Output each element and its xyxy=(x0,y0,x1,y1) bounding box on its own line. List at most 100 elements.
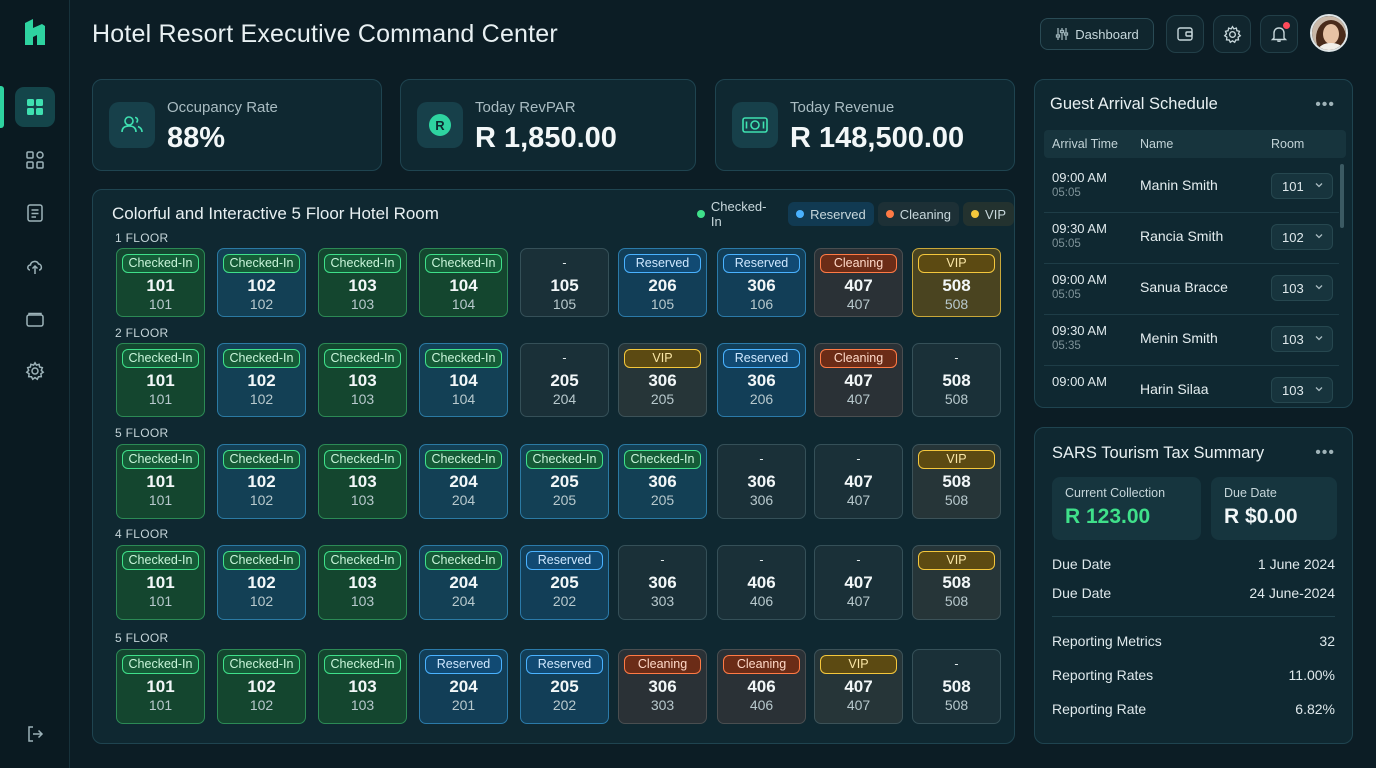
more-options-button[interactable]: ••• xyxy=(1315,444,1335,461)
room-card[interactable]: - 306 303 xyxy=(618,545,707,620)
room-card[interactable]: - 306 306 xyxy=(717,444,806,519)
room-card[interactable]: Cleaning 407 407 xyxy=(814,343,903,417)
room-status-badge: Checked-In xyxy=(425,349,502,368)
cloud-upload-icon xyxy=(27,260,43,274)
arrival-time: 09:30 AM xyxy=(1052,323,1107,338)
room-card[interactable]: VIP 306 205 xyxy=(618,343,707,417)
notification-badge xyxy=(1283,22,1290,29)
room-card[interactable]: Checked-In 101 101 xyxy=(116,343,205,417)
room-card[interactable]: - 508 508 xyxy=(912,649,1001,724)
room-card[interactable]: Checked-In 102 102 xyxy=(217,545,306,620)
room-card[interactable]: VIP 508 508 xyxy=(912,545,1001,620)
room-number: 104 xyxy=(449,276,478,295)
room-select[interactable]: 103 xyxy=(1271,377,1333,403)
sidebar-item-settings[interactable] xyxy=(15,351,55,391)
room-card[interactable]: Reserved 204 201 xyxy=(419,649,508,724)
room-card[interactable]: Reserved 306 206 xyxy=(717,343,806,417)
room-card[interactable]: Checked-In 104 104 xyxy=(419,343,508,417)
room-sub-number: 101 xyxy=(148,697,173,713)
legend-vip[interactable]: VIP xyxy=(963,202,1014,226)
sidebar-item-files[interactable] xyxy=(15,299,55,339)
room-sub-number: 102 xyxy=(249,296,274,312)
room-status-badge: - xyxy=(954,657,959,671)
room-sub-number: 102 xyxy=(249,593,274,609)
room-status-badge: - xyxy=(856,452,861,466)
room-sub-number: 407 xyxy=(846,492,871,508)
folder-icon xyxy=(26,312,44,327)
sidebar-item-reports[interactable] xyxy=(15,193,55,233)
arrival-row: 09:00 AM 05:05 Sanua Bracce 103 xyxy=(1044,264,1339,315)
wallet-button[interactable] xyxy=(1166,15,1204,53)
guest-arrival-title: Guest Arrival Schedule xyxy=(1050,95,1218,113)
room-status-badge: VIP xyxy=(918,551,995,570)
room-card[interactable]: Checked-In 103 103 xyxy=(318,545,407,620)
room-number: 508 xyxy=(942,573,971,592)
avatar[interactable] xyxy=(1310,14,1348,52)
sidebar-item-modules[interactable] xyxy=(15,140,55,180)
room-card[interactable]: Checked-In 103 103 xyxy=(318,248,407,317)
room-card[interactable]: Reserved 205 202 xyxy=(520,545,609,620)
room-card[interactable]: VIP 407 407 xyxy=(814,649,903,724)
room-number: 102 xyxy=(247,371,276,390)
room-card[interactable]: Reserved 306 106 xyxy=(717,248,806,317)
room-card[interactable]: VIP 508 508 xyxy=(912,444,1001,519)
room-card[interactable]: Cleaning 406 406 xyxy=(717,649,806,724)
room-select[interactable]: 103 xyxy=(1271,326,1333,352)
room-status-badge: Cleaning xyxy=(820,254,897,273)
room-card[interactable]: VIP 508 508 xyxy=(912,248,1001,317)
room-card[interactable]: Checked-In 102 102 xyxy=(217,444,306,519)
room-card[interactable]: Checked-In 104 104 xyxy=(419,248,508,317)
room-sub-number: 103 xyxy=(350,593,375,609)
sidebar-item-cloud[interactable] xyxy=(15,246,55,286)
room-number: 407 xyxy=(844,472,873,491)
room-card[interactable]: Cleaning 306 303 xyxy=(618,649,707,724)
room-card[interactable]: - 508 508 xyxy=(912,343,1001,417)
gear-icon xyxy=(25,361,45,381)
room-number: 306 xyxy=(648,371,677,390)
room-card[interactable]: Checked-In 204 204 xyxy=(419,444,508,519)
room-card[interactable]: Checked-In 103 103 xyxy=(318,343,407,417)
arrival-row: 09:00 AM 05:05 Manin Smith 101 xyxy=(1044,162,1339,213)
room-status-badge: Checked-In xyxy=(425,551,502,570)
room-card[interactable]: - 205 204 xyxy=(520,343,609,417)
room-card[interactable]: Checked-In 101 101 xyxy=(116,545,205,620)
room-card[interactable]: Checked-In 101 101 xyxy=(116,649,205,724)
room-card[interactable]: Checked-In 102 102 xyxy=(217,248,306,317)
room-select[interactable]: 103 xyxy=(1271,275,1333,301)
room-number: 406 xyxy=(747,573,776,592)
room-card[interactable]: Reserved 206 105 xyxy=(618,248,707,317)
room-select[interactable]: 101 xyxy=(1271,173,1333,199)
notifications-button[interactable] xyxy=(1260,15,1298,53)
logout-button[interactable] xyxy=(15,714,55,754)
room-card[interactable]: Reserved 205 202 xyxy=(520,649,609,724)
room-number: 204 xyxy=(449,472,478,491)
sidebar-item-dashboard[interactable] xyxy=(15,87,55,127)
room-card[interactable]: Checked-In 101 101 xyxy=(116,248,205,317)
legend-checked-in[interactable]: Checked-In xyxy=(689,199,784,229)
room-card[interactable]: Checked-In 101 101 xyxy=(116,444,205,519)
room-sub-number: 508 xyxy=(944,391,969,407)
room-card[interactable]: Checked-In 204 204 xyxy=(419,545,508,620)
room-card[interactable]: Checked-In 102 102 xyxy=(217,343,306,417)
users-icon xyxy=(121,116,143,133)
legend-cleaning[interactable]: Cleaning xyxy=(877,202,960,226)
room-card[interactable]: Checked-In 102 102 xyxy=(217,649,306,724)
settings-button[interactable] xyxy=(1213,15,1251,53)
room-status-badge: Checked-In xyxy=(223,551,300,570)
room-card[interactable]: Checked-In 306 205 xyxy=(618,444,707,519)
room-card[interactable]: Checked-In 103 103 xyxy=(318,649,407,724)
room-card[interactable]: - 105 105 xyxy=(520,248,609,317)
room-card[interactable]: Cleaning 407 407 xyxy=(814,248,903,317)
room-card[interactable]: - 407 407 xyxy=(814,545,903,620)
room-sub-number: 202 xyxy=(552,593,577,609)
more-options-button[interactable]: ••• xyxy=(1315,96,1335,113)
room-status-badge: Checked-In xyxy=(223,450,300,469)
room-card[interactable]: Checked-In 205 205 xyxy=(520,444,609,519)
scrollbar[interactable] xyxy=(1340,164,1344,228)
room-card[interactable]: Checked-In 103 103 xyxy=(318,444,407,519)
room-select[interactable]: 102 xyxy=(1271,224,1333,250)
legend-reserved[interactable]: Reserved xyxy=(788,202,874,226)
room-card[interactable]: - 406 406 xyxy=(717,545,806,620)
room-card[interactable]: - 407 407 xyxy=(814,444,903,519)
dashboard-button[interactable]: Dashboard xyxy=(1040,18,1154,50)
